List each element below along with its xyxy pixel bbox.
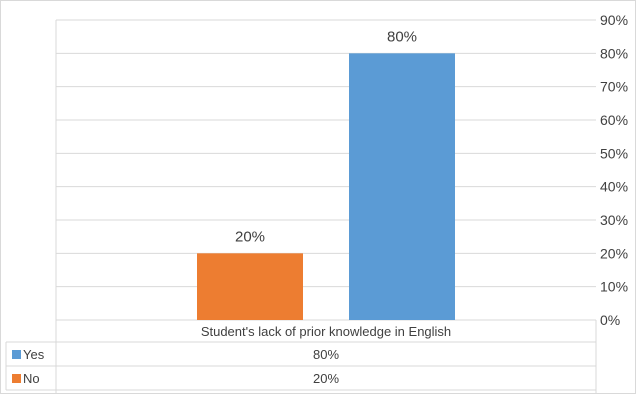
y-tick-label: 70% [600,79,628,95]
legend-key-no [12,374,21,383]
y-tick-label: 50% [600,145,628,161]
y-tick-label: 30% [600,212,628,228]
category-label: Student's lack of prior knowledge in Eng… [201,324,451,339]
y-tick-label: 20% [600,245,628,261]
gridlines [55,19,596,321]
y-tick-label: 90% [600,12,628,28]
y-tick-label: 40% [600,179,628,195]
legend-key-yes [12,350,21,359]
table-value-yes: 80% [313,347,339,362]
legend-label-no: No [23,371,40,386]
data-label-yes: 80% [387,28,417,45]
bar-no [197,253,303,320]
bar-yes [349,53,455,320]
bars [197,53,455,320]
y-tick-label: 60% [600,112,628,128]
table-value-no: 20% [313,371,339,386]
legend-label-yes: Yes [23,347,45,362]
data-labels: 20% 80% [235,28,417,245]
y-tick-label: 80% [600,45,628,61]
y-axis-ticks: 0% 10% 20% 30% 40% 50% 60% 70% 80% 90% [600,12,628,328]
data-label-no: 20% [235,228,265,245]
y-tick-label: 0% [600,312,620,328]
y-tick-label: 10% [600,279,628,295]
data-table: Student's lack of prior knowledge in Eng… [5,320,597,394]
